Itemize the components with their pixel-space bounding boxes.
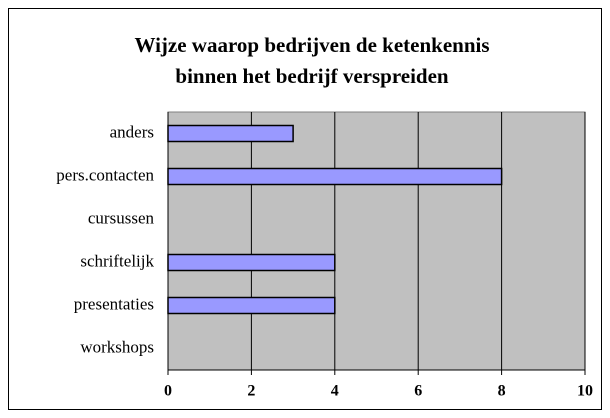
bar xyxy=(167,124,294,143)
y-tick-label: presentaties xyxy=(74,294,154,313)
bar xyxy=(167,253,336,272)
y-tick-label: anders xyxy=(110,122,154,141)
plot-area xyxy=(167,111,586,371)
x-tick-label: 2 xyxy=(247,383,255,400)
y-tick-label: pers.contacten xyxy=(56,165,154,184)
x-tick-label: 6 xyxy=(414,383,422,400)
x-tick-label: 0 xyxy=(164,383,172,400)
bar xyxy=(167,167,503,186)
y-tick-label: cursussen xyxy=(88,208,155,227)
chart-title: Wijze waarop bedrijven de ketenkennis xyxy=(134,33,489,57)
bar xyxy=(167,296,336,315)
x-tick-label: 10 xyxy=(577,383,593,400)
y-tick-label: workshops xyxy=(80,337,154,356)
y-tick-label: schriftelijk xyxy=(80,251,154,270)
chart-title: binnen het bedrijf verspreiden xyxy=(175,64,449,88)
x-tick-label: 4 xyxy=(331,383,339,400)
x-tick-label: 8 xyxy=(498,383,506,400)
